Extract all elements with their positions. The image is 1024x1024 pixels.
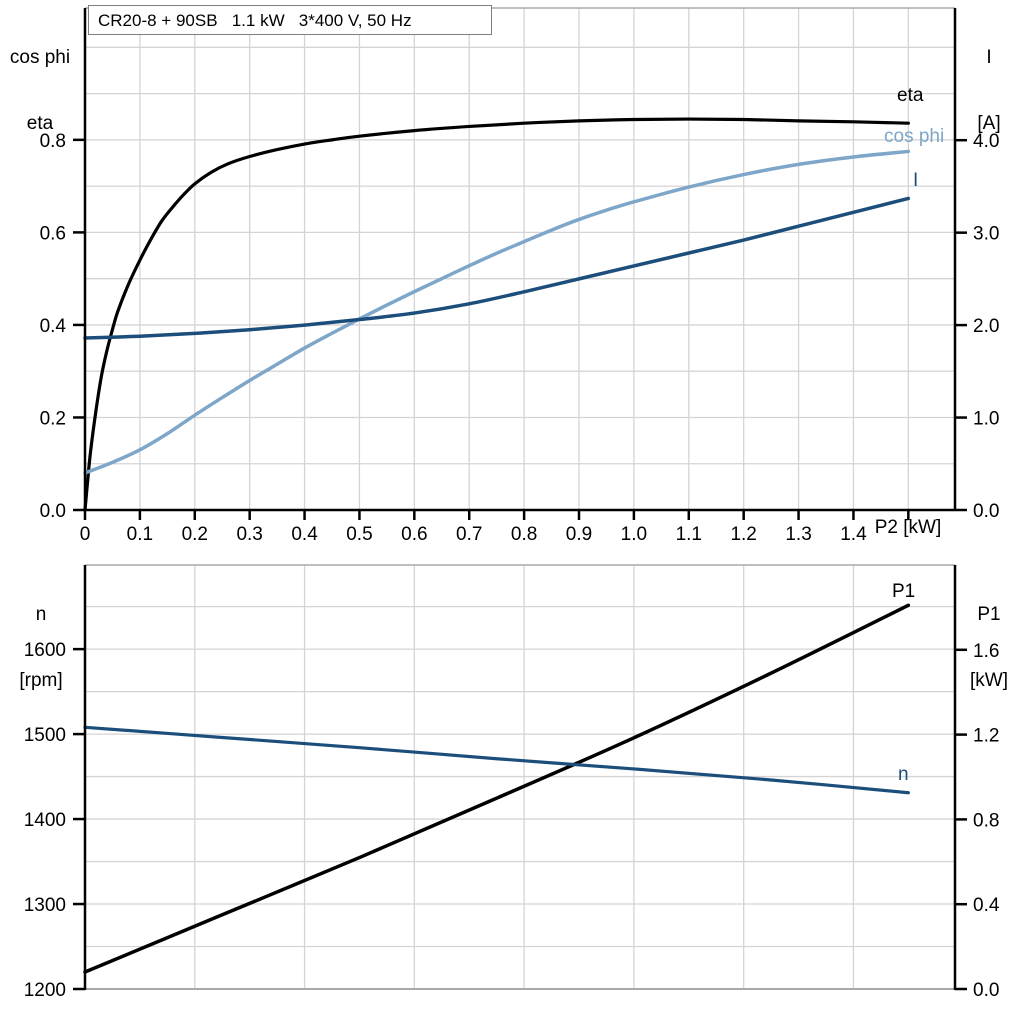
p1-curve-label: P1 xyxy=(892,581,916,602)
chart0-x-tick-label: 0.4 xyxy=(291,524,318,545)
curve-n xyxy=(83,725,910,795)
chart1-right-tick-label: 1.2 xyxy=(973,726,999,747)
bottom-left-axis-title: n [rpm] xyxy=(0,560,82,736)
chart0-right-tick-label: 1.0 xyxy=(973,409,999,430)
chart0-x-tick-label: 0.3 xyxy=(236,524,262,545)
chart0-x-tick-label: 0.2 xyxy=(182,524,208,545)
chart0-x-tick-label: 0.1 xyxy=(127,524,153,545)
chart0-left-tick-label: 0.4 xyxy=(40,316,67,337)
bottom-right-axis-title: P1 [kW] xyxy=(958,560,1020,736)
chart0-left-tick-label: 0.2 xyxy=(40,408,66,429)
chart1-right-tick-label: 1.6 xyxy=(973,641,999,662)
chart0-x-tick-label: 1.1 xyxy=(676,524,702,545)
chart0-x-tick-label: 0.7 xyxy=(456,524,482,545)
chart0-right-tick-label: 3.0 xyxy=(973,224,999,245)
chart0-x-tick-label: 0.5 xyxy=(346,524,372,545)
x-axis-label: P2 [kW] xyxy=(874,517,942,538)
n-curve-label: n xyxy=(898,764,909,785)
power-axis-title-line2: [kW] xyxy=(970,670,1008,691)
chart0-x-tick-label: 1.2 xyxy=(730,524,756,545)
top-left-axis-title: cos phi eta xyxy=(0,3,80,179)
cos-phi-curve-label: cos phi xyxy=(884,126,945,147)
curve-eta xyxy=(83,117,910,512)
chart1-left-tick-label: 1500 xyxy=(24,725,66,746)
chart0-x-tick-label: 0 xyxy=(80,524,91,545)
right-axis-title-line2: [A] xyxy=(977,113,1001,134)
curve-P1 xyxy=(83,603,911,974)
speed-axis-title-line1: n xyxy=(35,604,47,625)
chart1-right-tick-label: 0.8 xyxy=(973,810,999,831)
chart1-right-tick-label: 0.4 xyxy=(973,895,1000,916)
chart0-x-tick-label: 1.3 xyxy=(785,524,811,545)
chart0-x-tick-label: 0.6 xyxy=(401,524,427,545)
chart0-right-tick-label: 0.0 xyxy=(973,501,999,522)
chart1-left-tick-label: 1300 xyxy=(24,895,66,916)
chart0-left-tick-label: 0.6 xyxy=(40,223,66,244)
speed-axis-title-line2: [rpm] xyxy=(19,670,63,691)
left-axis-title-line1: cos phi xyxy=(9,47,71,68)
eta-curve-label: eta xyxy=(897,85,924,106)
left-axis-title-line2: eta xyxy=(26,113,54,134)
chart1-right-tick-label: 0.0 xyxy=(973,980,999,1001)
chart-title-box: CR20-8 + 90SB 1.1 kW 3*400 V, 50 Hz xyxy=(88,5,492,35)
chart0-right-tick-label: 4.0 xyxy=(973,131,999,152)
chart1-left-tick-label: 1200 xyxy=(24,980,66,1001)
chart0-left-tick-label: 0.0 xyxy=(40,501,66,522)
chart0-right-tick-label: 2.0 xyxy=(973,316,999,337)
current-curve-label: I xyxy=(913,170,919,191)
curve-cos-phi xyxy=(83,149,911,475)
chart0-left-tick-label: 0.8 xyxy=(40,131,66,152)
chart0-x-tick-label: 0.8 xyxy=(511,524,537,545)
chart1-left-tick-label: 1600 xyxy=(24,640,66,661)
chart1-left-tick-label: 1400 xyxy=(24,810,66,831)
chart0-x-tick-label: 0.9 xyxy=(566,524,592,545)
power-axis-title-line1: P1 xyxy=(977,604,1001,625)
chart0-x-tick-label: 1.0 xyxy=(621,524,647,545)
curve-I xyxy=(83,196,911,340)
chart0-x-tick-label: 1.4 xyxy=(840,524,867,545)
right-axis-title-line1: I xyxy=(986,47,992,68)
top-right-axis-title: I [A] xyxy=(960,3,1018,179)
